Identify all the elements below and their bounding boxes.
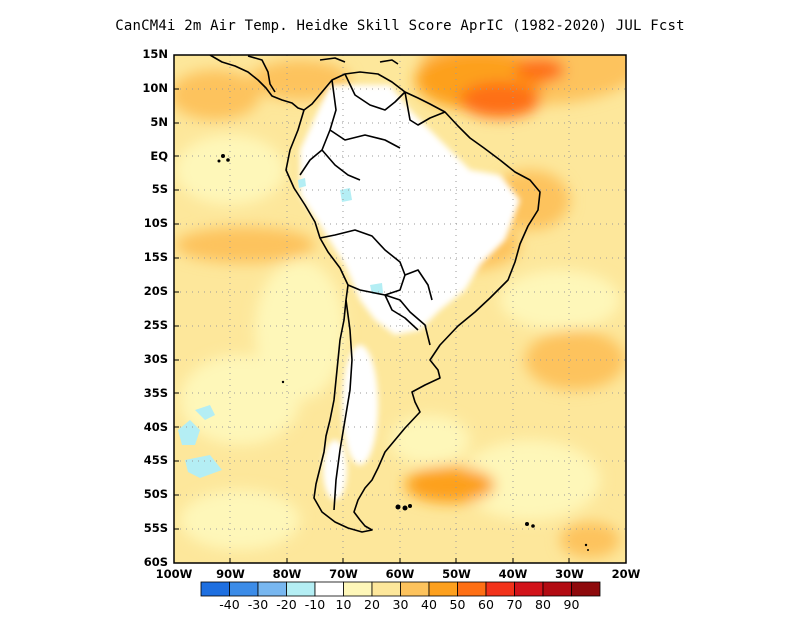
lon-label: 90W [216,567,245,581]
lat-label: 60S [143,555,168,569]
coastlines [209,55,541,533]
lon-label: 30W [555,567,584,581]
lon-label: 50W [442,567,471,581]
lat-label: 15S [143,250,168,265]
shaded-field [174,55,626,563]
colorbar-swatch [257,581,287,597]
lat-label: 10N [142,80,168,95]
colorbar-label: -20 [276,597,297,612]
colorbar-label: 60 [478,597,494,612]
colorbar-swatch [400,581,430,597]
colorbar-label: -30 [247,597,269,612]
colorbar [200,581,601,597]
lat-label: 55S [143,521,168,536]
colorbar-label: -40 [219,597,240,612]
lat-label: 15N [142,47,168,61]
colorbar-swatch [229,581,259,597]
lat-label: 45S [143,453,168,468]
colorbar-swatch [457,581,487,597]
islands [217,154,589,551]
colorbar-swatch [343,581,373,597]
gridlines [174,55,626,563]
lat-label: 35S [143,385,168,400]
lat-label: 25S [143,317,168,332]
colorbar-swatch [314,581,344,597]
lon-label: 80W [272,567,302,581]
colorbar-label: 10 [335,597,352,612]
colorbar-swatch [542,581,572,597]
colorbar-swatch [286,581,316,597]
colorbar-swatch [485,581,515,597]
colorbar-label: 50 [449,597,466,612]
lat-label: 30S [143,351,168,366]
lat-label: 10S [143,216,168,231]
lon-label: 100W [155,567,193,581]
colorbar-label: -10 [304,597,326,612]
lat-label: 5N [150,114,168,129]
lat-label: 40S [143,419,168,434]
lat-label: 20S [143,284,168,299]
colorbar-swatch [200,581,230,597]
lon-label: 20W [611,567,641,581]
lon-label: 40W [498,567,528,581]
colorbar-swatch [428,581,458,597]
colorbar-swatch [514,581,544,597]
axis-ticks [174,88,570,563]
lon-label: 60W [385,567,415,581]
colorbar-swatch [371,581,401,597]
colorbar-label: 70 [506,597,523,612]
chart-title: CanCM4i 2m Air Temp. Heidke Skill Score … [115,18,685,34]
lon-label: 70W [329,567,358,581]
lat-label: EQ [150,148,168,163]
colorbar-label: 90 [563,597,580,612]
colorbar-label: 30 [392,597,409,612]
lat-label: 5S [151,182,168,197]
colorbar-label: 80 [535,597,551,612]
colorbar-swatch [571,581,601,597]
colorbar-label: 40 [421,597,437,612]
colorbar-label: 20 [364,597,380,612]
lat-label: 50S [143,487,168,502]
